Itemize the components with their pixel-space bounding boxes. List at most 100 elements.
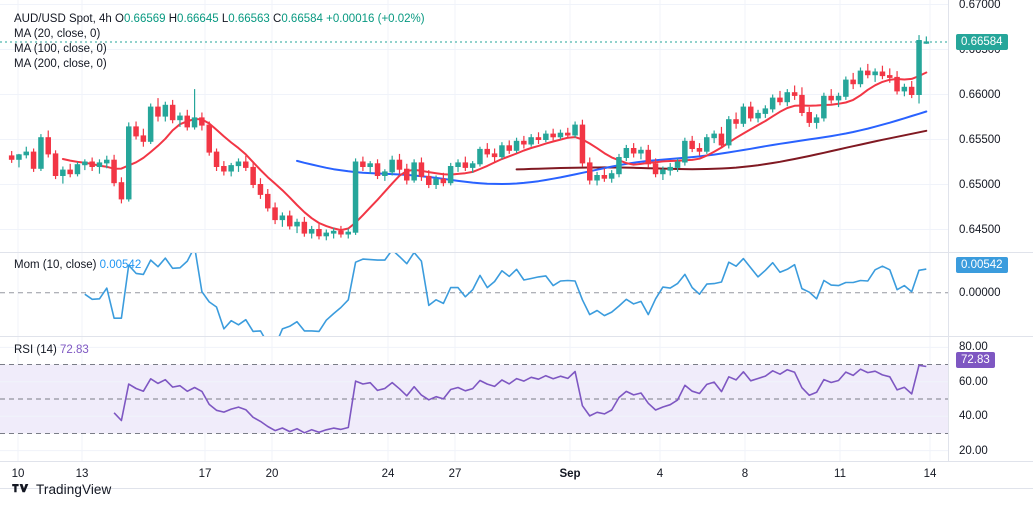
rsi-tick-label: 60.00 xyxy=(959,375,988,388)
candle-body xyxy=(323,232,329,237)
candle-body xyxy=(191,117,198,128)
candle-body xyxy=(111,159,117,184)
candle-body xyxy=(235,161,242,167)
candle-body xyxy=(133,126,139,137)
rsi-line xyxy=(113,364,927,434)
price-scale[interactable]: 0.670000.665000.660000.655000.650000.645… xyxy=(949,0,1033,461)
candle-body xyxy=(689,140,695,150)
candle-body xyxy=(447,166,454,184)
time-axis[interactable]: 10 13 17 20 24 27 Sep 4 8 11 14 xyxy=(0,461,1033,489)
candle-body xyxy=(748,106,754,119)
candle-body xyxy=(16,154,22,160)
candle-body xyxy=(894,76,900,92)
candle-body xyxy=(484,148,490,155)
candle-body xyxy=(587,162,593,181)
rsi-pane[interactable] xyxy=(0,337,948,461)
mom-value-badge[interactable]: 0.00542 xyxy=(956,257,1008,274)
candle-body xyxy=(843,79,849,97)
time-tick-label: 20 xyxy=(265,468,279,480)
candle-body xyxy=(791,92,798,96)
candle-body xyxy=(455,162,461,167)
rsi-value-badge[interactable]: 72.83 xyxy=(956,351,995,368)
rsi-tick-label: 20.00 xyxy=(959,444,988,457)
candle-body xyxy=(162,104,169,117)
candle-body xyxy=(8,155,15,160)
candle-body xyxy=(565,132,571,136)
candle-body xyxy=(784,92,790,103)
candle-body xyxy=(67,169,73,175)
time-tick-label: 11 xyxy=(834,468,846,480)
candle-body xyxy=(821,95,827,119)
candle-body xyxy=(491,153,498,158)
candle-body xyxy=(733,119,739,124)
candle-body xyxy=(23,151,29,156)
candle-body xyxy=(118,182,125,200)
candle-body xyxy=(352,161,359,233)
candle-body xyxy=(879,71,886,77)
candle-body xyxy=(469,163,476,168)
tradingview-logo-icon xyxy=(12,483,29,492)
candle-body xyxy=(660,169,666,175)
candle-body xyxy=(601,175,608,179)
candle-body xyxy=(916,40,922,95)
candle-body xyxy=(345,231,351,235)
candle-body xyxy=(528,137,534,145)
candle-body xyxy=(308,229,315,234)
candle-body xyxy=(462,162,469,168)
candle-body xyxy=(243,161,249,168)
candle-body xyxy=(418,162,425,177)
candle-body xyxy=(338,230,344,235)
candle-body xyxy=(674,161,681,168)
candle-body xyxy=(126,126,132,200)
candle-body xyxy=(60,169,66,177)
candle-body xyxy=(374,163,381,177)
candle-body xyxy=(806,112,812,123)
candle-body xyxy=(38,137,44,169)
candle-body xyxy=(96,162,103,167)
candle-body xyxy=(147,106,154,142)
momentum-pane[interactable] xyxy=(0,253,948,336)
time-tick-label: 8 xyxy=(741,468,749,480)
branding: TradingView xyxy=(12,482,111,497)
price-scale-divider xyxy=(948,0,949,461)
candle-body xyxy=(711,133,717,139)
rsi-tick-label: 40.00 xyxy=(959,410,988,423)
candle-body xyxy=(638,149,644,154)
last-price-badge[interactable]: 0.66584 xyxy=(956,33,1008,50)
pane-separator-rsi xyxy=(0,336,1033,337)
candle-body xyxy=(287,215,293,227)
rsi-tick-label: 80.00 xyxy=(959,341,988,354)
candle-body xyxy=(213,151,220,168)
candle-body xyxy=(440,178,447,184)
candle-body xyxy=(45,137,51,155)
candle-body xyxy=(155,106,161,117)
candle-body xyxy=(718,133,725,146)
candle-body xyxy=(557,132,564,138)
candle-body xyxy=(535,137,542,140)
ma20-line xyxy=(61,71,928,232)
candle-body xyxy=(769,97,776,110)
time-tick-label: 4 xyxy=(656,468,664,480)
candle-body xyxy=(777,97,783,103)
candle-body xyxy=(301,221,308,234)
candle-body xyxy=(206,124,212,153)
candle-body xyxy=(857,70,864,85)
candle-body xyxy=(199,117,205,126)
rsi-band xyxy=(0,364,948,434)
candle-body xyxy=(623,148,630,158)
candle-body xyxy=(184,115,190,128)
candle-body xyxy=(513,140,520,151)
candle-body xyxy=(813,117,820,123)
price-tick-label: 0.65500 xyxy=(959,133,1001,146)
branding-label: TradingView xyxy=(36,482,112,497)
candle-body xyxy=(572,124,578,136)
candle-body xyxy=(740,106,747,124)
candle-body xyxy=(140,135,147,142)
price-pane[interactable] xyxy=(0,0,948,252)
candle-body xyxy=(667,166,673,171)
candle-body xyxy=(908,86,915,96)
mom-tick-label: 0.00000 xyxy=(959,286,1001,299)
candle-body xyxy=(74,164,81,175)
candle-body xyxy=(682,140,688,163)
